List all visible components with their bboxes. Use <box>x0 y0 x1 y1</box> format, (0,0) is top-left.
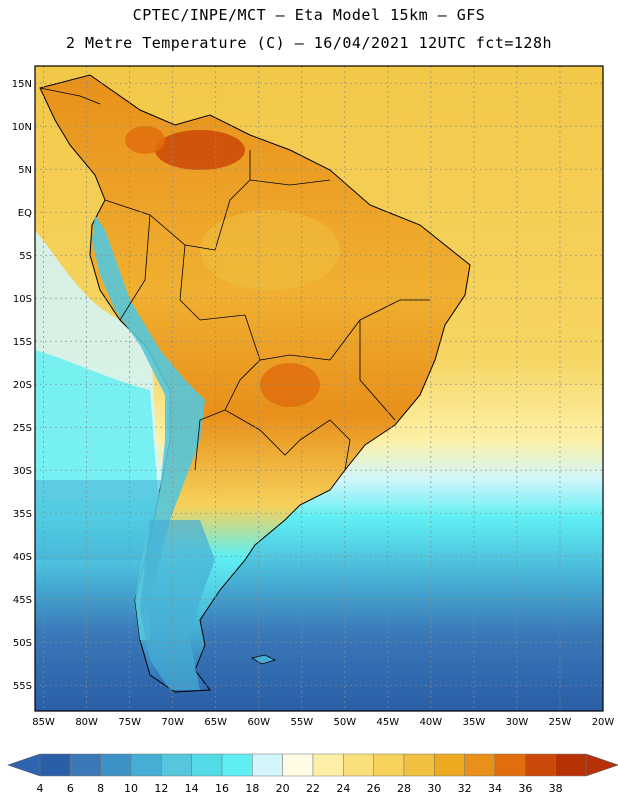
lon-label: 85W <box>32 717 55 728</box>
colorbar-swatch <box>100 753 132 777</box>
colorbar-swatch <box>403 753 435 777</box>
colorbar-swatch <box>525 753 556 777</box>
lon-label: 30W <box>506 717 529 728</box>
latitude-labels: 15N 10N 5N EQ 5S 10S 15S 20S 25S 30S 35S 40S 45S 50S 5… <box>12 79 32 692</box>
colorbar-swatch <box>282 753 314 777</box>
lat-label: 15N <box>12 79 32 90</box>
colorbar-high-arrow <box>585 753 618 777</box>
colorbar-swatch <box>434 753 465 777</box>
colorbar-swatch <box>555 753 587 777</box>
colorbar-tick-label: 34 <box>488 782 502 795</box>
lat-label: 40S <box>13 552 32 563</box>
lat-label: 5S <box>19 251 32 262</box>
south-america-land <box>39 74 471 693</box>
lon-label: 25W <box>549 717 572 728</box>
colorbar-swatch <box>494 753 526 777</box>
lat-label: EQ <box>18 208 32 219</box>
colorbar-tick-label: 22 <box>306 782 320 795</box>
lat-label: 35S <box>13 509 32 520</box>
country-borders <box>104 150 430 471</box>
colorbar-tick-label: 18 <box>245 782 259 795</box>
colorbar-swatch <box>221 753 253 777</box>
colorbar-tick-label: 12 <box>154 782 168 795</box>
colorbar-tick-label: 20 <box>276 782 290 795</box>
title-line-2: 2 Metre Temperature (C) – 16/04/2021 12U… <box>65 34 553 52</box>
colorbar-tick-label: 30 <box>427 782 441 795</box>
colorbar-tick-label: 38 <box>549 782 563 795</box>
colorbar-tick-label: 32 <box>458 782 472 795</box>
lon-label: 70W <box>161 717 184 728</box>
colorbar-tick-label: 14 <box>185 782 199 795</box>
hot-spot-venezuela <box>155 130 245 170</box>
lat-label: 5N <box>18 165 32 176</box>
lon-label: 55W <box>290 717 313 728</box>
colorbar-tick-label: 28 <box>397 782 411 795</box>
colorbar-swatch <box>39 753 71 777</box>
colorbar-swatch <box>373 753 405 777</box>
lat-label: 20S <box>13 380 32 391</box>
colorbar: 4 6 8 10 12 14 16 18 20 22 24 26 28 30 32 34 36 38 <box>7 753 618 795</box>
lat-label: 15S <box>13 337 32 348</box>
colorbar-swatch <box>161 753 192 777</box>
lat-label: 50S <box>13 638 32 649</box>
colorbar-tick-label: 4 <box>37 782 44 795</box>
colorbar-tick-label: 8 <box>97 782 104 795</box>
lat-label: 45S <box>13 595 32 606</box>
colorbar-swatch <box>312 753 344 777</box>
lat-label: 30S <box>13 466 32 477</box>
lon-label: 40W <box>420 717 443 728</box>
colorbar-swatch <box>252 753 283 777</box>
colorbar-low-arrow <box>7 753 41 777</box>
colorbar-tick-label: 10 <box>124 782 138 795</box>
lat-label: 55S <box>13 681 32 692</box>
hot-spot-colombia <box>125 126 165 154</box>
colorbar-swatch <box>191 753 223 777</box>
warm-amazon <box>200 210 340 290</box>
lon-label: 75W <box>118 717 141 728</box>
patagonia-cold <box>140 520 215 690</box>
caribbean-coast <box>39 87 101 105</box>
lon-label: 60W <box>247 717 270 728</box>
colorbar-tick-label: 6 <box>67 782 74 795</box>
lon-label: 50W <box>334 717 357 728</box>
colorbar-tick-label: 16 <box>215 782 229 795</box>
pacific-colder-zone <box>35 480 170 560</box>
colorbar-swatch <box>130 753 162 777</box>
map-frame <box>34 65 604 712</box>
lon-label: 45W <box>377 717 400 728</box>
colorbar-tick-label: 26 <box>367 782 381 795</box>
pacific-cold-zone <box>35 350 160 520</box>
hot-spot-paraguay <box>260 363 320 407</box>
title-line-1: CPTEC/INPE/MCT – Eta Model 15km – GFS <box>132 6 486 24</box>
colorbar-swatch <box>70 753 101 777</box>
lon-label: 80W <box>75 717 98 728</box>
colorbar-tick-label: 36 <box>518 782 532 795</box>
longitude-labels: 85W 80W 75W 70W 65W 60W 55W 50W 45W 40W 35W 30W 25W 2… <box>32 717 614 728</box>
lon-label: 20W <box>592 717 615 728</box>
colorbar-swatch <box>464 753 496 777</box>
lon-label: 35W <box>463 717 486 728</box>
lon-label: 65W <box>204 717 227 728</box>
lat-label: 25S <box>13 423 32 434</box>
colorbar-swatch <box>343 753 374 777</box>
colorbar-tick-label: 24 <box>336 782 350 795</box>
lat-label: 10N <box>12 122 32 133</box>
lat-label: 10S <box>13 294 32 305</box>
